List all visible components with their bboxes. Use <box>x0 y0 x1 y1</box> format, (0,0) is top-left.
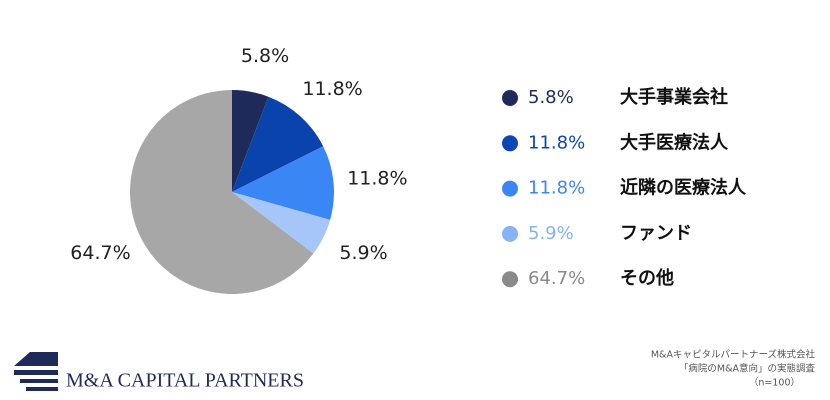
legend-value: 11.8% <box>528 178 585 199</box>
legend-marker <box>502 90 518 106</box>
legend-marker <box>502 271 518 288</box>
logo-bar <box>20 379 58 383</box>
logo-bar <box>14 370 58 375</box>
slice-label: 5.9% <box>339 242 387 264</box>
legend-value: 5.8% <box>528 87 574 108</box>
slice-label: 11.8% <box>347 168 407 190</box>
legend-label: その他 <box>620 267 674 289</box>
legend-value: 64.7% <box>528 268 585 289</box>
logo-text: M&A CAPITAL PARTNERS <box>66 370 304 392</box>
logo-bar <box>26 387 58 391</box>
legend-value: 11.8% <box>528 132 585 153</box>
legend-label: ファンド <box>620 223 692 244</box>
source-line: （n=100） <box>749 377 800 389</box>
logo-roof <box>14 352 58 366</box>
source-line: M&Aキャピタルパートナーズ株式会社 <box>651 349 816 361</box>
logo-mark <box>14 352 58 391</box>
legend-label: 大手事業会社 <box>620 86 728 108</box>
legend-value: 5.9% <box>528 223 574 244</box>
pie-slice <box>130 89 314 295</box>
legend-marker <box>502 225 518 242</box>
pie-slice <box>232 96 324 192</box>
legend-label: 近隣の医療法人 <box>620 177 747 199</box>
pie-slice <box>232 192 331 254</box>
slice-label: 11.8% <box>302 78 362 100</box>
pie-slice <box>232 146 335 220</box>
source-line: 「病院のM&A意向」の実態調査 <box>679 363 816 375</box>
pie-slice <box>232 90 269 192</box>
slice-label: 5.8% <box>241 45 289 67</box>
legend-label: 大手医療法人 <box>620 131 729 153</box>
legend-marker <box>502 180 518 197</box>
slice-label: 64.7% <box>70 242 130 264</box>
legend-marker <box>502 135 518 152</box>
